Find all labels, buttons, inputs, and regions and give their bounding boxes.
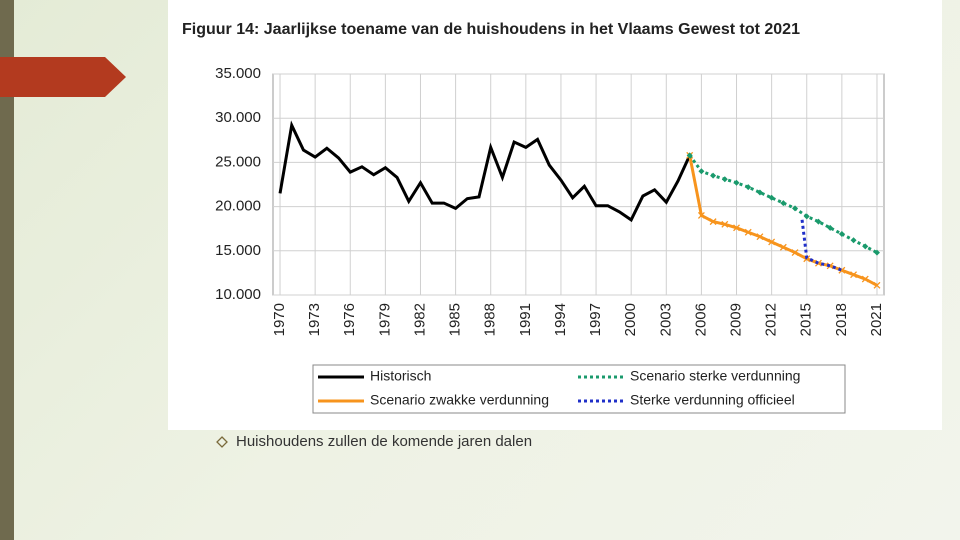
series-line xyxy=(800,219,843,272)
x-tick-label: 1976 xyxy=(341,303,358,336)
x-tick-label: 1988 xyxy=(482,303,499,336)
marker xyxy=(709,218,717,226)
marker xyxy=(733,224,740,232)
marker xyxy=(862,243,869,250)
x-tick-label: 2000 xyxy=(622,303,639,336)
marker xyxy=(686,152,693,159)
marker xyxy=(873,281,881,289)
marker xyxy=(838,231,845,238)
arrow-shape xyxy=(0,57,126,97)
y-tick-label: 25.000 xyxy=(215,153,261,170)
legend-label: Historisch xyxy=(370,368,431,384)
marker xyxy=(850,237,857,244)
marker xyxy=(803,213,810,220)
marker xyxy=(861,275,869,283)
y-tick-label: 35.000 xyxy=(215,65,261,82)
marker xyxy=(756,233,764,241)
x-tick-label: 2018 xyxy=(833,303,850,336)
x-tick-label: 2015 xyxy=(798,303,815,336)
plot-area xyxy=(272,73,885,296)
x-tick-label: 1970 xyxy=(271,303,288,336)
x-tick-label: 1985 xyxy=(447,303,464,336)
marker xyxy=(873,249,880,256)
marker xyxy=(779,243,787,251)
marker xyxy=(745,184,752,191)
marker xyxy=(698,168,705,175)
marker xyxy=(827,224,834,231)
marker xyxy=(744,228,752,236)
marker xyxy=(815,218,822,225)
x-tick-label: 1982 xyxy=(411,303,428,336)
marker xyxy=(780,200,787,207)
marker xyxy=(768,238,776,246)
chart-title: Figuur 14: Jaarlijkse toename van de hui… xyxy=(182,21,800,38)
x-tick-label: 2006 xyxy=(692,303,709,336)
marker xyxy=(791,249,799,257)
bullet: Huishoudens zullen de komende jaren dale… xyxy=(216,433,532,450)
marker xyxy=(710,172,717,179)
legend-label: Sterke verdunning officieel xyxy=(630,392,795,408)
x-tick-label: 2009 xyxy=(727,303,744,336)
y-tick-label: 30.000 xyxy=(215,109,261,126)
series-line xyxy=(278,120,692,223)
bullet-text: Huishoudens zullen de komende jaren dale… xyxy=(236,433,533,450)
marker xyxy=(697,211,705,219)
y-tick-label: 20.000 xyxy=(215,198,261,215)
legend-label: Scenario sterke verdunning xyxy=(630,368,800,384)
marker xyxy=(721,220,729,228)
legend xyxy=(312,364,846,414)
marker xyxy=(792,205,799,212)
marker xyxy=(850,271,858,279)
marker xyxy=(826,262,834,270)
marker xyxy=(768,194,775,201)
sidebar xyxy=(0,0,14,540)
x-tick-label: 1997 xyxy=(587,303,604,336)
x-tick-label: 1973 xyxy=(306,303,323,336)
legend-label: Scenario zwakke verdunning xyxy=(370,392,549,408)
marker xyxy=(721,176,728,183)
x-tick-label: 2012 xyxy=(763,303,780,336)
marker xyxy=(756,189,763,196)
y-tick-label: 15.000 xyxy=(215,242,261,259)
y-tick-label: 10.000 xyxy=(215,286,261,303)
bullet-icon xyxy=(216,435,228,448)
x-tick-label: 1979 xyxy=(376,303,393,336)
x-tick-label: 1991 xyxy=(517,303,534,336)
x-tick-label: 2021 xyxy=(868,303,885,336)
x-tick-label: 1994 xyxy=(552,303,569,336)
marker xyxy=(733,179,740,186)
chart: Figuur 14: Jaarlijkse toename van de hui… xyxy=(168,0,942,430)
x-tick-label: 2003 xyxy=(657,303,674,336)
